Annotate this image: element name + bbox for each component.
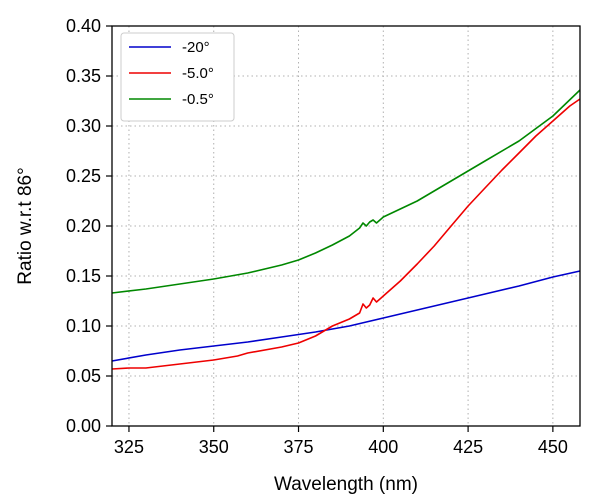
x-tick-label: 400 <box>368 437 398 457</box>
x-tick-label: 425 <box>453 437 483 457</box>
legend: -20° -5.0° -0.5° <box>120 32 235 122</box>
y-tick-label: 0.00 <box>66 416 101 436</box>
ticks: 325 350 375 400 425 450 0.00 0.05 0.10 0.15 0.20 0.… <box>66 16 568 457</box>
x-tick-label: 325 <box>114 437 144 457</box>
legend-box <box>120 32 235 122</box>
y-tick-label: 0.30 <box>66 116 101 136</box>
y-tick-label: 0.10 <box>66 316 101 336</box>
x-tick-label: 350 <box>199 437 229 457</box>
y-tick-label: 0.20 <box>66 216 101 236</box>
series-layer <box>111 89 581 370</box>
legend-label-series-3: -0.5° <box>182 91 214 108</box>
x-axis-label: Wavelength (nm) <box>274 474 418 495</box>
y-tick-label: 0.35 <box>66 66 101 86</box>
series-line-2 <box>111 98 581 370</box>
y-tick-label: 0.15 <box>66 266 101 286</box>
y-tick-label: 0.25 <box>66 166 101 186</box>
y-tick-label: 0.40 <box>66 16 101 36</box>
x-tick-label: 375 <box>283 437 313 457</box>
x-tick-label: 450 <box>538 437 568 457</box>
series-line-3 <box>111 89 581 294</box>
y-tick-label: 0.05 <box>66 366 101 386</box>
legend-label-series-1: -20° <box>182 39 210 56</box>
legend-label-series-2: -5.0° <box>182 65 214 82</box>
y-axis-label: Ratio w.r.t 86° <box>15 167 36 284</box>
series-line-1 <box>111 270 581 362</box>
